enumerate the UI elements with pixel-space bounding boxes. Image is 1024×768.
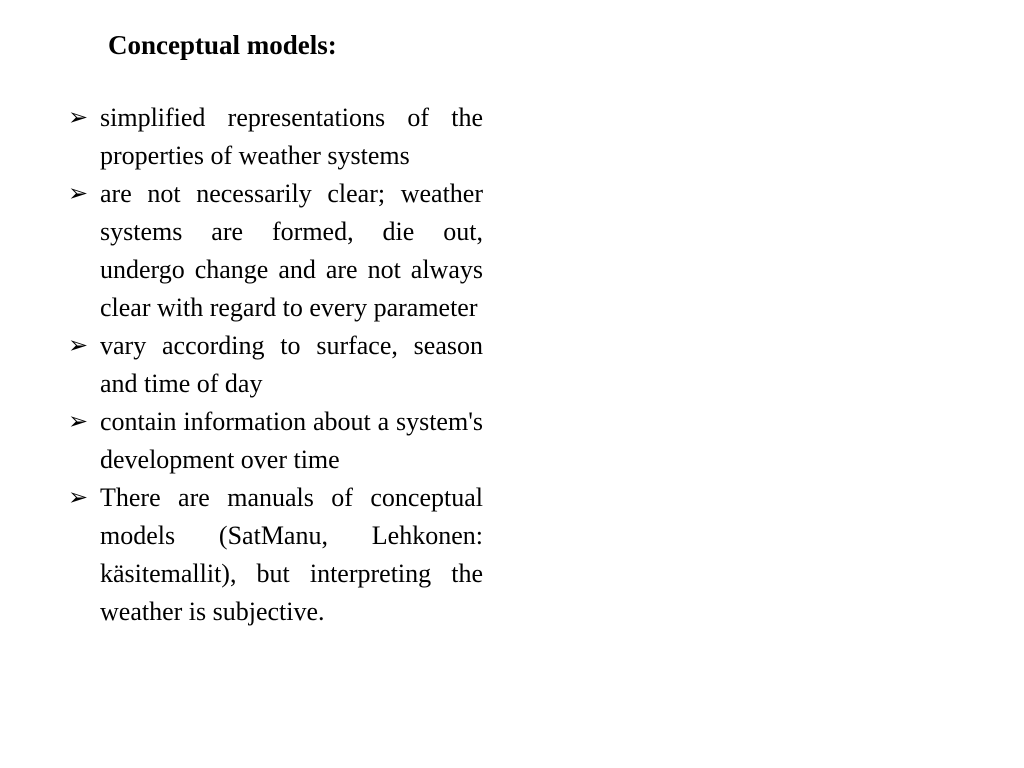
bullet-list: ➢ simplified representations of the prop… [68,99,483,631]
bullet-icon: ➢ [68,175,100,213]
list-item-text: There are manuals of conceptual models (… [100,479,483,631]
list-item: ➢ There are manuals of conceptual models… [68,479,483,631]
list-item: ➢ are not necessarily clear; weather sys… [68,175,483,327]
bullet-icon: ➢ [68,99,100,137]
bullet-icon: ➢ [68,403,100,441]
list-item-text: contain information about a system's dev… [100,403,483,479]
list-item-text: vary according to surface, season and ti… [100,327,483,403]
list-item-text: are not necessarily clear; weather syste… [100,175,483,327]
list-item-text: simplified representations of the proper… [100,99,483,175]
list-item: ➢ contain information about a system's d… [68,403,483,479]
bullet-icon: ➢ [68,479,100,517]
bullet-icon: ➢ [68,327,100,365]
list-item: ➢ simplified representations of the prop… [68,99,483,175]
list-item: ➢ vary according to surface, season and … [68,327,483,403]
page-title: Conceptual models: [108,30,1024,61]
